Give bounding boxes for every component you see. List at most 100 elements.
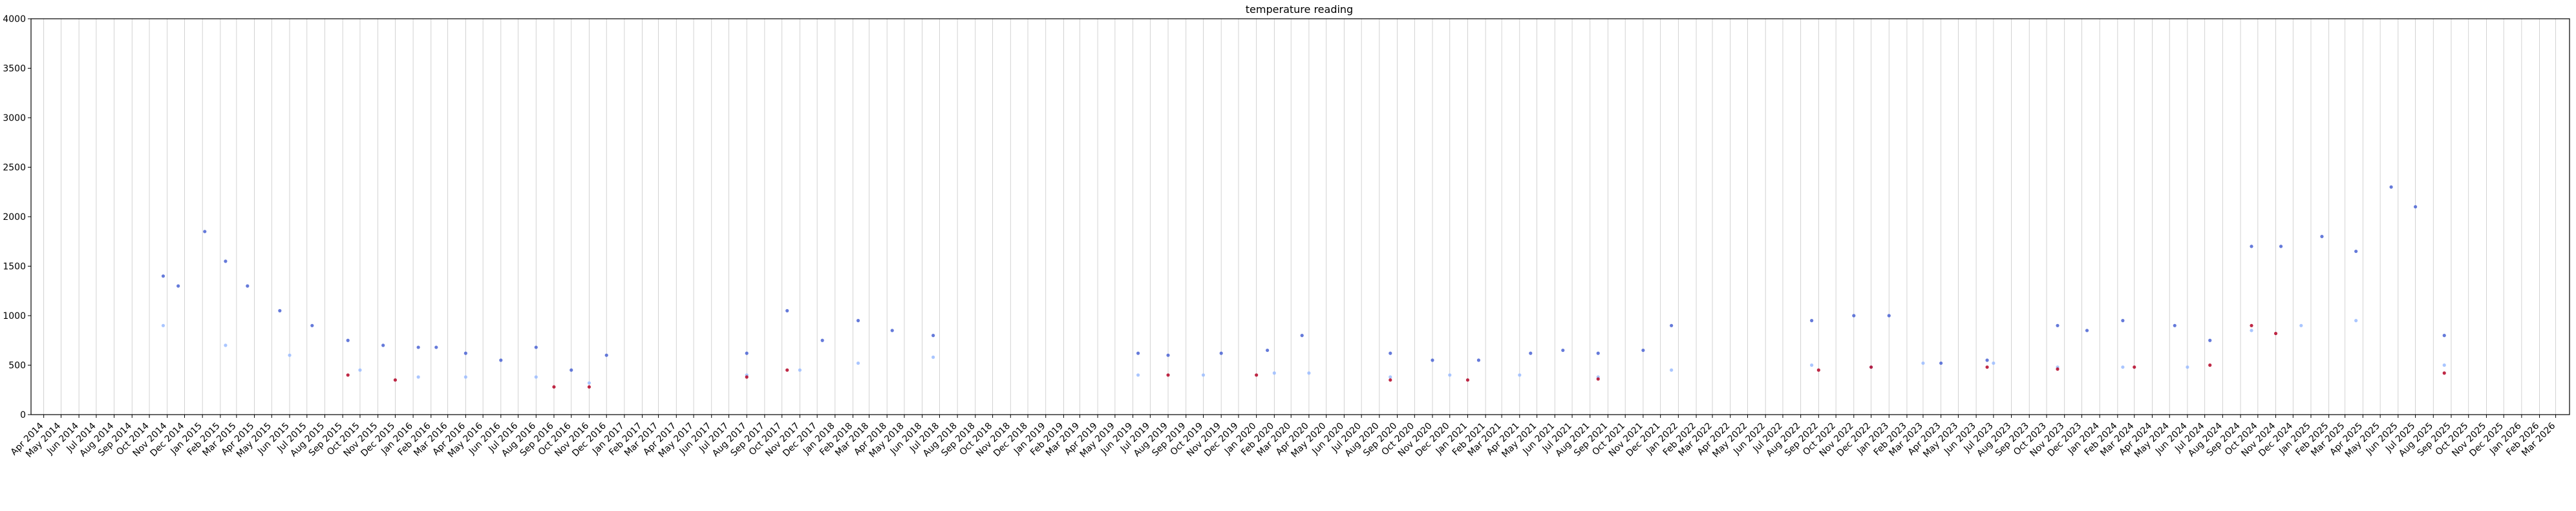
data-point bbox=[1219, 351, 1223, 355]
data-point bbox=[1255, 373, 1259, 377]
data-point bbox=[1465, 378, 1470, 382]
data-point bbox=[499, 358, 503, 362]
data-point bbox=[2413, 205, 2418, 209]
y-tick-label: 2500 bbox=[3, 163, 26, 173]
data-point bbox=[1810, 319, 1814, 323]
data-point bbox=[2442, 334, 2446, 338]
data-point bbox=[381, 343, 385, 347]
data-point bbox=[1136, 351, 1140, 355]
data-point bbox=[203, 230, 207, 234]
data-point bbox=[1921, 361, 1925, 365]
data-point bbox=[2442, 363, 2446, 367]
data-point bbox=[798, 368, 802, 372]
data-point bbox=[587, 381, 591, 385]
data-point bbox=[1389, 375, 1392, 379]
data-point bbox=[604, 353, 608, 357]
data-point bbox=[820, 338, 824, 342]
data-point bbox=[534, 345, 538, 349]
series-upper bbox=[161, 185, 2446, 372]
data-point bbox=[1869, 365, 1873, 369]
data-point bbox=[1887, 314, 1891, 318]
data-point bbox=[745, 351, 749, 355]
data-point bbox=[2354, 249, 2358, 254]
data-point bbox=[2250, 329, 2253, 332]
data-point bbox=[569, 368, 573, 372]
data-point bbox=[2085, 329, 2089, 332]
data-point bbox=[785, 309, 789, 312]
data-point bbox=[176, 284, 180, 288]
data-point bbox=[1389, 351, 1392, 355]
data-point bbox=[745, 375, 749, 379]
data-point bbox=[1985, 365, 1989, 369]
data-point bbox=[856, 361, 860, 365]
data-point bbox=[1810, 363, 1814, 367]
data-point bbox=[1166, 353, 1170, 357]
data-point bbox=[1518, 373, 1522, 377]
data-point bbox=[2186, 365, 2189, 369]
data-point bbox=[2442, 371, 2446, 375]
data-point bbox=[785, 368, 789, 372]
data-point bbox=[2121, 365, 2125, 369]
data-point bbox=[587, 385, 591, 389]
data-point bbox=[2250, 245, 2253, 248]
data-point bbox=[2273, 331, 2278, 336]
data-point bbox=[416, 375, 420, 379]
data-point bbox=[890, 329, 894, 332]
data-point bbox=[1670, 323, 1674, 327]
data-point bbox=[1596, 351, 1600, 355]
data-point bbox=[1266, 348, 1270, 353]
y-tick-label: 1000 bbox=[3, 311, 26, 321]
y-tick-label: 4000 bbox=[3, 14, 26, 25]
data-point bbox=[346, 338, 350, 342]
data-point bbox=[161, 274, 165, 278]
data-point bbox=[1670, 368, 1674, 372]
y-tick-label: 3000 bbox=[3, 113, 26, 124]
y-tick-label: 2000 bbox=[3, 212, 26, 223]
data-point bbox=[2208, 338, 2212, 342]
data-point bbox=[1596, 377, 1600, 381]
y-tick-label: 500 bbox=[8, 361, 26, 371]
data-point bbox=[224, 343, 228, 347]
data-point bbox=[1448, 373, 1452, 377]
data-point bbox=[161, 323, 165, 327]
y-tick-label: 1500 bbox=[3, 262, 26, 272]
data-point bbox=[1272, 371, 1276, 375]
data-points bbox=[161, 185, 2446, 389]
data-point bbox=[310, 323, 314, 327]
data-point bbox=[931, 334, 935, 338]
data-point bbox=[931, 355, 935, 359]
data-point bbox=[2056, 323, 2060, 327]
data-point bbox=[1939, 361, 1943, 365]
data-point bbox=[2389, 185, 2393, 189]
data-point bbox=[1166, 373, 1170, 377]
data-point bbox=[552, 385, 556, 389]
grid-lines bbox=[43, 19, 2556, 415]
data-point bbox=[1641, 348, 1645, 353]
data-point bbox=[288, 353, 292, 357]
data-point bbox=[2354, 319, 2358, 323]
chart-title: temperature reading bbox=[1246, 3, 1353, 16]
series-lower bbox=[161, 319, 2446, 385]
y-tick-label: 0 bbox=[20, 410, 26, 420]
data-point bbox=[1201, 373, 1206, 377]
data-point bbox=[1992, 361, 1996, 365]
data-point bbox=[393, 378, 398, 382]
data-point bbox=[1985, 358, 1989, 362]
data-point bbox=[1529, 351, 1533, 355]
data-point bbox=[1307, 371, 1311, 375]
data-point bbox=[856, 319, 860, 323]
data-point bbox=[434, 345, 438, 349]
data-point bbox=[2173, 323, 2177, 327]
data-point bbox=[2250, 323, 2253, 327]
data-point bbox=[2056, 367, 2060, 371]
data-point bbox=[1561, 348, 1565, 353]
data-point bbox=[1816, 368, 1820, 372]
data-point bbox=[1852, 314, 1856, 318]
data-point bbox=[2299, 323, 2303, 327]
data-point bbox=[2121, 319, 2125, 323]
data-point bbox=[2320, 235, 2324, 239]
data-point bbox=[246, 284, 250, 288]
data-point bbox=[416, 345, 420, 349]
